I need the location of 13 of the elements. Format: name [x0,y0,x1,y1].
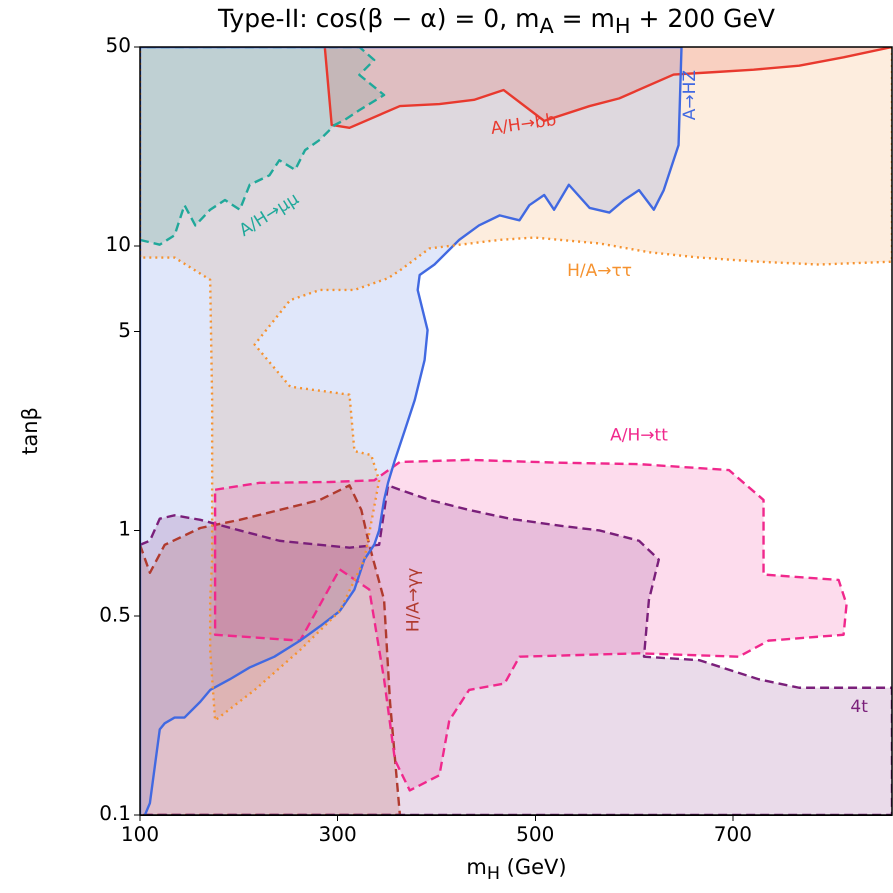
y-tick-label: 10 [106,232,131,256]
x-tick-label: 700 [714,822,752,846]
y-tick-label: 0.5 [99,602,131,626]
chart-title: Type-II: cos(β − α) = 0, m$_{A}$ = m$_{H}$ + 200 GeV [218,4,775,38]
series-label: 4t [850,697,868,718]
y-tick-label: 1 [118,516,131,541]
x-tick-label: 300 [318,822,357,846]
x-axis-title: m$_{H}$ (GeV) [465,855,568,884]
text: A→HZ [680,70,700,120]
y-tick-label: 50 [106,33,131,58]
y-tick-label: 5 [118,318,131,342]
y-axis-title: tanβ [18,407,42,455]
x-tick-label: 500 [516,822,554,846]
